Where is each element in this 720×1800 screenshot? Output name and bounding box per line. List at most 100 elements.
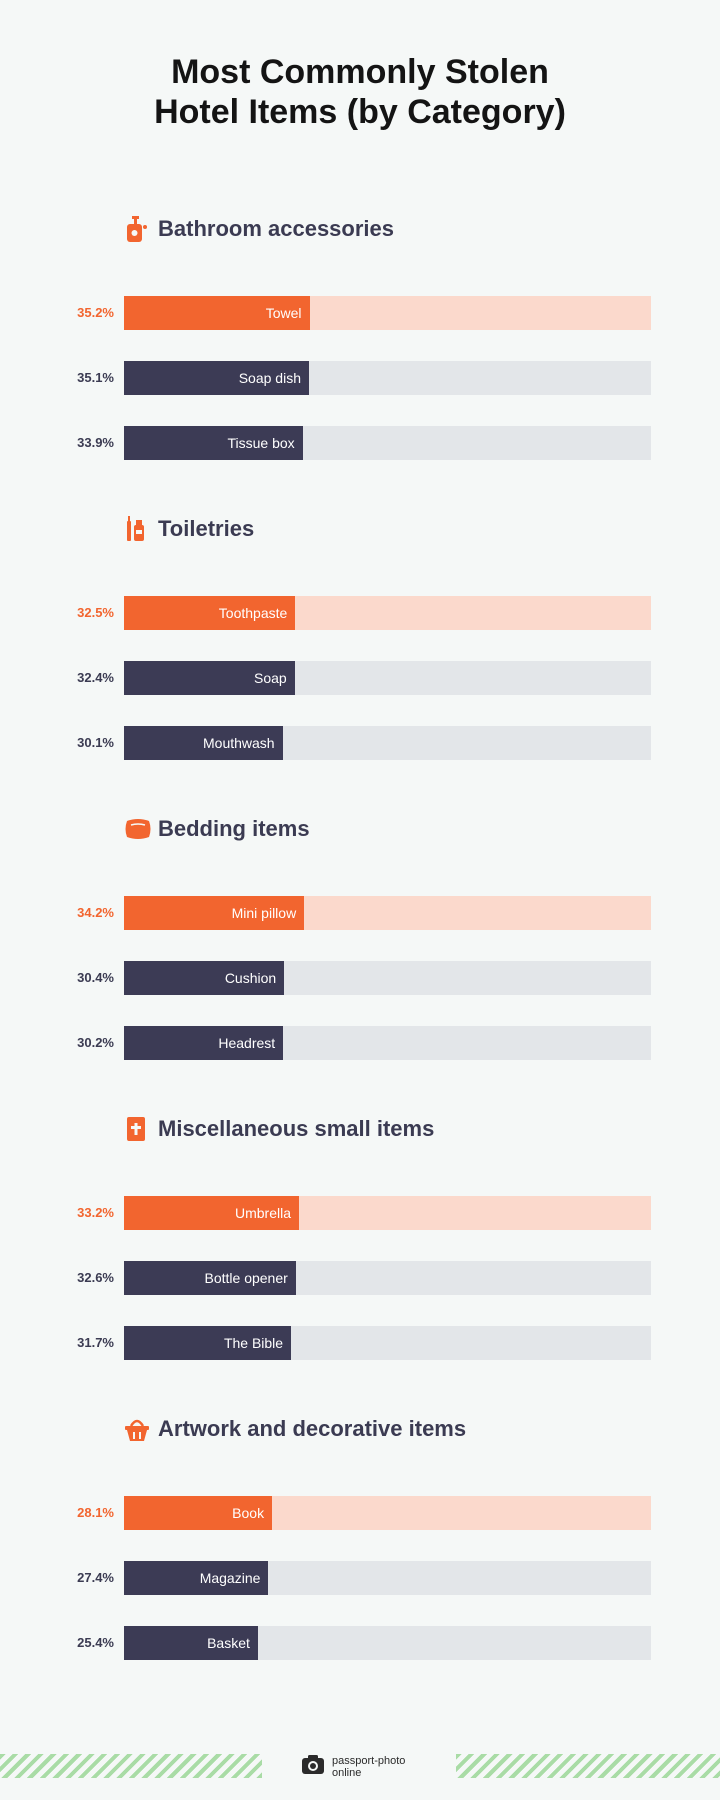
bar-track: Mouthwash	[124, 726, 651, 760]
bar-row-mouthwash: 30.1% Mouthwash	[0, 726, 720, 760]
bar-row-tissue-box: 33.9% Tissue box	[0, 426, 720, 460]
bar-row-the-bible: 31.7% The Bible	[0, 1326, 720, 1360]
footer-logo-line-2: online	[332, 1767, 362, 1779]
category-label: Bathroom accessories	[158, 216, 394, 241]
footer-logo: passport-photo online	[300, 1752, 405, 1782]
bar-value-label: 30.2%	[77, 1035, 114, 1050]
chart-title-line-2: Hotel Items (by Category)	[154, 93, 566, 131]
bar-row-toothpaste: 32.5% Toothpaste	[0, 596, 720, 630]
basket-icon	[124, 1415, 149, 1443]
bar-track: Basket	[124, 1626, 651, 1660]
footer-stripe-left	[0, 1754, 262, 1778]
bar-mini-pillow: Mini pillow	[124, 896, 305, 930]
bar-value-label: 35.2%	[77, 305, 114, 320]
bar-track: Headrest	[124, 1026, 651, 1060]
bar-value-label: 31.7%	[77, 1335, 114, 1350]
bar-value-label: 27.4%	[77, 1570, 114, 1585]
bar-track: Magazine	[124, 1561, 651, 1595]
bar-value-label: 32.5%	[77, 605, 114, 620]
bar-value-label: 33.2%	[77, 1205, 114, 1220]
bar-category-label: Soap	[253, 670, 287, 686]
category-header-bathroom-accessories: Bathroom accessories	[124, 212, 394, 246]
bar-category-label: Basket	[207, 1635, 250, 1651]
bar-soap-dish: Soap dish	[124, 361, 309, 395]
soap-dispenser-icon	[124, 215, 148, 243]
bar-book: Book	[124, 1496, 273, 1530]
pillow-icon	[124, 815, 151, 843]
footer-logo-line-1: passport-photo	[332, 1755, 406, 1767]
category-header-toiletries: Toiletries	[124, 512, 254, 546]
bar-value-label: 30.4%	[77, 970, 114, 985]
bar-row-bottle-opener: 32.6% Bottle opener	[0, 1261, 720, 1295]
bar-category-label: Toothpaste	[218, 605, 288, 621]
bar-category-label: The Bible	[223, 1335, 284, 1351]
category-label: Miscellaneous small items	[158, 1116, 435, 1141]
bar-row-towel: 35.2% Towel	[0, 296, 720, 330]
bar-value-label: 35.1%	[77, 370, 114, 385]
camera-icon	[300, 1752, 326, 1783]
bar-track: Book	[124, 1496, 651, 1530]
bar-umbrella: Umbrella	[124, 1196, 299, 1230]
bar-track: Soap dish	[124, 361, 651, 395]
bar-value-label: 30.1%	[77, 735, 114, 750]
bar-bottle-opener: Bottle opener	[124, 1261, 296, 1295]
bar-toothpaste: Toothpaste	[124, 596, 296, 630]
footer-logo-text: passport-photo online	[332, 1755, 405, 1779]
bar-category-label: Bottle opener	[204, 1270, 288, 1286]
bar-category-label: Book	[232, 1505, 265, 1521]
category-label: Artwork and decorative items	[158, 1416, 467, 1441]
bar-row-basket: 25.4% Basket	[0, 1626, 720, 1660]
bar-value-label: 32.6%	[77, 1270, 114, 1285]
bar-row-soap-dish: 35.1% Soap dish	[0, 361, 720, 395]
category-header-artwork-and-decorative-items: Artwork and decorative items	[124, 1412, 466, 1446]
bar-value-label: 34.2%	[77, 905, 114, 920]
bar-tissue-box: Tissue box	[124, 426, 303, 460]
bar-category-label: Magazine	[199, 1570, 261, 1586]
category-label: Bedding items	[158, 816, 310, 841]
category-label: Toiletries	[158, 516, 255, 541]
bar-track: Cushion	[124, 961, 651, 995]
bar-category-label: Tissue box	[227, 435, 295, 451]
bar-track: Tissue box	[124, 426, 651, 460]
bar-row-cushion: 30.4% Cushion	[0, 961, 720, 995]
bar-row-soap: 32.4% Soap	[0, 661, 720, 695]
bar-track: Umbrella	[124, 1196, 651, 1230]
chart-title: Most Commonly Stolen Hotel Items (by Cat…	[0, 52, 720, 132]
bar-value-label: 25.4%	[77, 1635, 114, 1650]
bar-track: Mini pillow	[124, 896, 651, 930]
footer-stripe-right	[456, 1754, 720, 1778]
bar-towel: Towel	[124, 296, 310, 330]
category-header-bedding-items: Bedding items	[124, 812, 310, 846]
bar-track: Soap	[124, 661, 651, 695]
bar-row-umbrella: 33.2% Umbrella	[0, 1196, 720, 1230]
bar-value-label: 32.4%	[77, 670, 114, 685]
bar-cushion: Cushion	[124, 961, 285, 995]
bar-value-label: 33.9%	[77, 435, 114, 450]
bar-category-label: Umbrella	[234, 1205, 291, 1221]
bar-row-headrest: 30.2% Headrest	[0, 1026, 720, 1060]
bar-category-label: Cushion	[224, 970, 277, 986]
bar-category-label: Mouthwash	[203, 735, 275, 751]
bar-category-label: Soap dish	[238, 370, 301, 386]
bar-category-label: Headrest	[218, 1035, 276, 1051]
bar-row-book: 28.1% Book	[0, 1496, 720, 1530]
bar-track: Toothpaste	[124, 596, 651, 630]
bar-value-label: 28.1%	[77, 1505, 114, 1520]
bar-headrest: Headrest	[124, 1026, 284, 1060]
bar-track: Bottle opener	[124, 1261, 651, 1295]
bar-category-label: Mini pillow	[231, 905, 297, 921]
toiletries-icon	[124, 515, 148, 543]
bar-track: Towel	[124, 296, 651, 330]
bar-mouthwash: Mouthwash	[124, 726, 283, 760]
bar-the-bible: The Bible	[124, 1326, 292, 1360]
bar-category-label: Towel	[265, 305, 302, 321]
bar-soap: Soap	[124, 661, 295, 695]
bar-row-magazine: 27.4% Magazine	[0, 1561, 720, 1595]
bar-basket: Basket	[124, 1626, 258, 1660]
category-header-miscellaneous-small-items: Miscellaneous small items	[124, 1112, 434, 1146]
bar-magazine: Magazine	[124, 1561, 269, 1595]
bar-row-mini-pillow: 34.2% Mini pillow	[0, 896, 720, 930]
bar-track: The Bible	[124, 1326, 651, 1360]
chart-title-line-1: Most Commonly Stolen	[171, 53, 549, 91]
